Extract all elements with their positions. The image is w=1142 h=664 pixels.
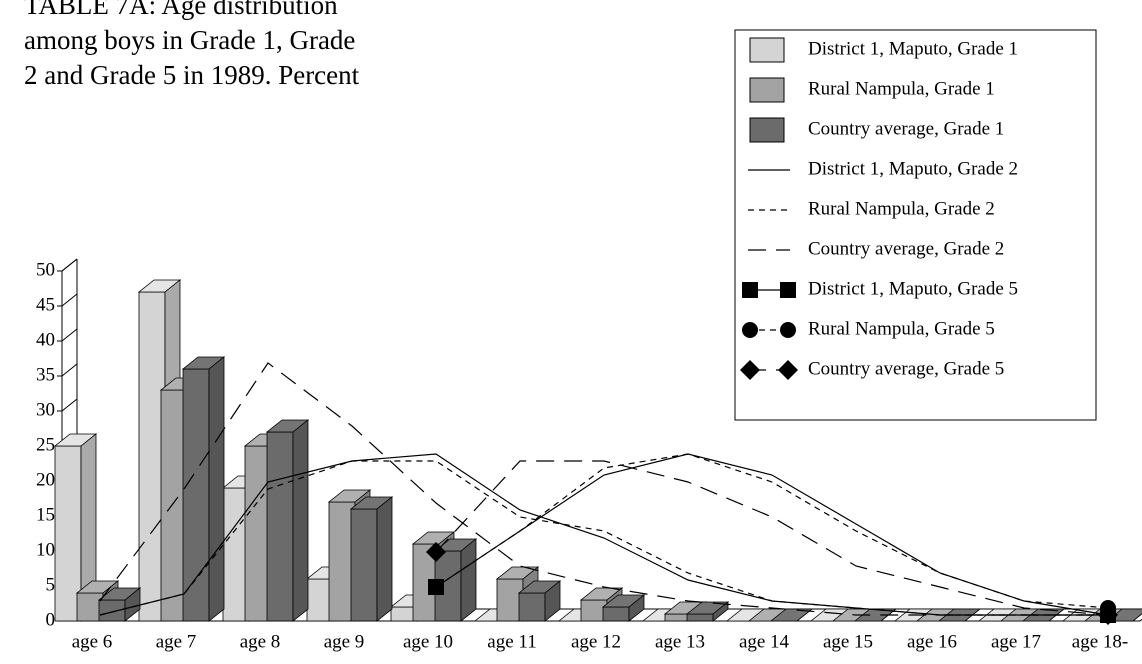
y-tick-label: 10 [36,539,55,560]
line-marker [1098,605,1118,625]
legend-label: District 1, Maputo, Grade 2 [808,158,1018,179]
legend-label: District 1, Maputo, Grade 5 [808,278,1018,299]
legend-label: Rural Nampula, Grade 1 [808,78,995,99]
x-tick-label: age 11 [487,631,536,652]
legend-swatch [749,117,785,143]
bar-front [98,599,126,622]
bar-side [712,601,729,622]
bar-side [208,356,225,622]
y-tick-depth [61,328,78,342]
bar-side [544,580,561,622]
legend-marker [742,322,758,338]
y-tick-label: 15 [36,504,55,525]
bar-side [124,587,141,622]
bar-front [686,613,714,622]
chart-title: TABLE 7A: Age distribution among boys in… [24,0,360,90]
bar-front [182,368,210,622]
y-tick-depth [61,363,78,377]
x-tick-label: age 12 [571,631,621,652]
line-marker [428,579,444,595]
y-tick-label: 5 [46,574,56,595]
line [99,362,1108,616]
bar [265,419,310,622]
bar [685,601,730,622]
y-tick-depth [61,398,78,412]
bar [97,587,142,622]
bar [53,433,98,622]
bar-front [266,431,294,622]
bar [181,356,226,622]
line [435,453,1109,609]
bar-side [964,608,981,622]
bar-front [518,592,546,622]
y-tick-label: 50 [36,259,55,280]
x-tick-label: age 8 [240,631,281,652]
x-tick-label: age 16 [907,631,957,652]
legend-marker [742,282,758,298]
legend-label: Rural Nampula, Grade 2 [808,198,995,219]
bar-front [602,606,630,622]
legend-label: Country average, Grade 2 [808,238,1004,259]
x-tick-label: age 10 [403,631,453,652]
y-tick-label: 30 [36,399,55,420]
bar-side [460,538,477,622]
bar-side [628,594,645,622]
bar-side [1048,608,1065,622]
x-tick-label: age 18- [1072,631,1128,652]
line [99,460,1108,616]
y-tick-label: 0 [46,609,56,630]
bar [853,608,898,622]
bar [349,496,394,622]
legend-label: Rural Nampula, Grade 5 [808,318,995,339]
legend-marker [780,322,796,338]
legend-swatch [749,37,785,63]
y-tick-label: 40 [36,329,55,350]
legend-marker [740,360,760,380]
x-tick-label: age 13 [655,631,705,652]
legend-swatch [749,77,785,103]
bar-side [292,419,309,622]
bar-side [376,496,393,622]
legend-marker [778,360,798,380]
x-tick-label: age 9 [324,631,365,652]
y-tick-label: 25 [36,434,55,455]
legend-label: Country average, Grade 5 [808,358,1004,379]
bar-side [1132,613,1142,622]
line [435,460,1109,616]
y-tick-label: 35 [36,364,55,385]
y-tick-depth [61,258,78,272]
legend-marker [780,282,796,298]
bar [769,608,814,622]
x-tick-label: age 6 [72,631,113,652]
bar-front [350,508,378,622]
bar [433,538,478,622]
y-tick-label: 45 [36,294,55,315]
y-tick-depth [61,293,78,307]
bar [517,580,562,622]
y-tick-label: 20 [36,469,55,490]
bar-side [880,608,897,622]
x-tick-label: age 14 [739,631,790,652]
x-tick-label: age 7 [156,631,197,652]
line-marker [426,542,446,562]
bar-side [796,608,813,622]
x-tick-label: age 17 [991,631,1041,652]
x-tick-label: age 15 [823,631,873,652]
legend-box [734,29,1097,421]
bar [601,594,646,622]
legend-label: District 1, Maputo, Grade 1 [808,38,1018,59]
legend-label: Country average, Grade 1 [808,118,1004,139]
